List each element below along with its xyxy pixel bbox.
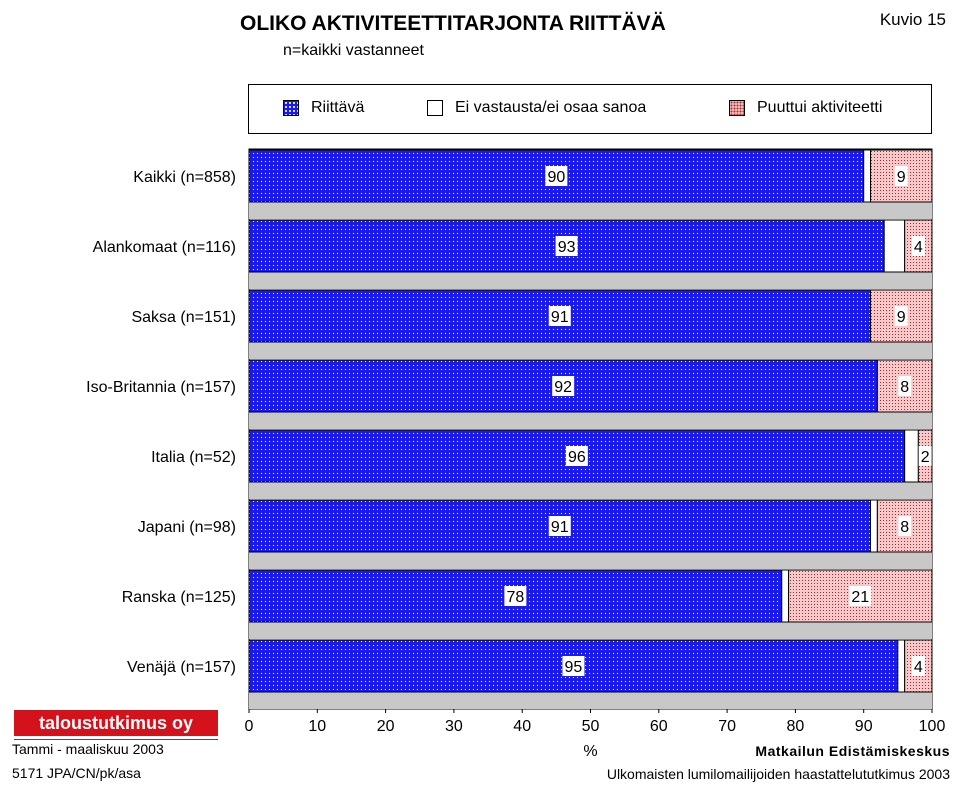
category-label: Italia (n=52): [151, 449, 236, 466]
data-label-puuttui: 8: [900, 379, 909, 396]
row-separator: [249, 342, 932, 359]
data-label-riittava: 95: [565, 659, 583, 676]
category-label: Iso-Britannia (n=157): [86, 379, 236, 396]
chart-subtitle: n=kaikki vastanneet: [283, 42, 424, 59]
data-label-riittava: 78: [506, 589, 524, 606]
data-label-bg: [565, 446, 588, 466]
x-tick-label: 100: [919, 718, 946, 735]
x-tick-label: 10: [308, 718, 326, 735]
data-label-riittava: 96: [568, 449, 586, 466]
x-tick-label: 50: [582, 718, 600, 735]
bar-puuttui: [870, 289, 933, 343]
data-label-bg: [555, 236, 578, 256]
data-label-bg: [898, 376, 912, 396]
bar-puuttui: [870, 149, 933, 203]
legend-swatch-ei-vastausta: [427, 100, 443, 116]
data-label-riittava: 93: [558, 239, 576, 256]
data-label-bg: [552, 376, 575, 396]
data-label-bg: [849, 586, 872, 606]
row-separator: [249, 482, 932, 499]
data-label-bg: [562, 656, 585, 676]
bar-ei-vastausta: [863, 149, 872, 203]
data-label-bg: [898, 516, 912, 536]
legend: Riittävä Ei vastausta/ei osaa sanoa Puut…: [248, 84, 932, 134]
data-label-puuttui: 21: [851, 589, 869, 606]
report-code: 5171 JPA/CN/pk/asa: [12, 765, 141, 781]
data-label-puuttui: 2: [921, 449, 930, 466]
row-separator: [249, 202, 932, 219]
row-separator: [249, 692, 932, 709]
x-tick-label: 70: [718, 718, 736, 735]
data-label-riittava: 90: [547, 169, 565, 186]
organization-name: Matkailun Edistämiskeskus: [755, 743, 950, 759]
data-label-bg: [545, 166, 568, 186]
category-label: Kaikki (n=858): [133, 169, 236, 186]
data-label-puuttui: 9: [897, 309, 906, 326]
bar-ei-vastausta: [904, 429, 919, 483]
bar-ei-vastausta: [781, 569, 790, 623]
x-tick-label: 0: [245, 718, 254, 735]
legend-item-riittava: Riittävä: [283, 99, 364, 117]
data-label-bg: [918, 446, 932, 466]
category-label: Alankomaat (n=116): [93, 239, 236, 256]
data-label-bg: [548, 306, 571, 326]
row-separator: [249, 552, 932, 569]
legend-swatch-puuttui: [729, 100, 745, 116]
data-label-bg: [894, 306, 908, 326]
figure-label: Kuvio 15: [879, 10, 946, 29]
row-separator: [249, 622, 932, 639]
data-label-puuttui: 9: [897, 169, 906, 186]
legend-label-ei-vastausta: Ei vastausta/ei osaa sanoa: [455, 99, 647, 116]
data-label-bg: [548, 516, 571, 536]
data-label-puuttui: 4: [914, 239, 923, 256]
data-label-riittava: 91: [551, 309, 569, 326]
bar-ei-vastausta: [897, 639, 906, 693]
x-axis-label: %: [583, 743, 597, 760]
legend-item-ei-vastausta: Ei vastausta/ei osaa sanoa: [427, 99, 646, 117]
x-tick-label: 80: [787, 718, 805, 735]
data-label-bg: [504, 586, 527, 606]
legend-item-puuttui: Puuttui aktiviteetti: [729, 99, 882, 117]
data-label-riittava: 91: [551, 519, 569, 536]
chart-title: OLIKO AKTIVITEETTITARJONTA RIITTÄVÄ: [240, 12, 666, 35]
category-label: Japani (n=98): [138, 519, 236, 536]
data-label-riittava: 92: [554, 379, 572, 396]
category-label: Venäjä (n=157): [127, 659, 236, 676]
legend-swatch-riittava: [283, 100, 299, 116]
x-tick-label: 60: [650, 718, 668, 735]
data-label-bg: [911, 656, 925, 676]
legend-label-puuttui: Puuttui aktiviteetti: [757, 99, 883, 116]
data-label-bg: [911, 236, 925, 256]
row-separator: [249, 272, 932, 289]
bar-ei-vastausta: [870, 499, 878, 553]
category-label: Ranska (n=125): [122, 589, 236, 606]
x-tick-label: 30: [445, 718, 463, 735]
taloustutkimus-logo: taloustutkimus oy: [14, 710, 218, 736]
bar-ei-vastausta: [883, 219, 906, 273]
legend-label-riittava: Riittävä: [311, 99, 365, 116]
data-label-bg: [894, 166, 908, 186]
x-tick-label: 90: [855, 718, 873, 735]
survey-period: Tammi - maaliskuu 2003: [12, 741, 164, 757]
data-label-puuttui: 4: [914, 659, 923, 676]
study-name: Ulkomaisten lumilomailijoiden haastattel…: [606, 766, 950, 782]
category-label: Saksa (n=151): [131, 309, 236, 326]
x-tick-label: 20: [377, 718, 395, 735]
x-tick-label: 40: [513, 718, 531, 735]
data-label-puuttui: 8: [900, 519, 909, 536]
row-separator: [249, 412, 932, 429]
